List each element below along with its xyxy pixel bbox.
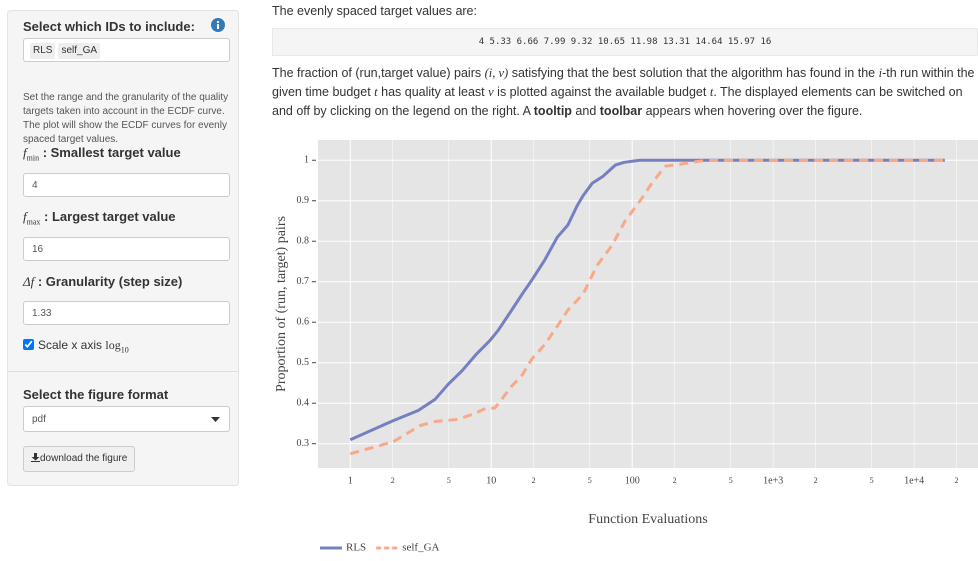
scale-checkbox[interactable]: Scale x axis log10 xyxy=(23,338,129,354)
bold-text: toolbar xyxy=(599,104,643,118)
targets-box: 4 5.33 6.66 7.99 9.32 10.65 11.98 13.31 … xyxy=(272,28,978,56)
legend-label: RLS xyxy=(346,542,366,554)
math: i xyxy=(878,66,883,80)
math: t xyxy=(374,85,378,99)
plot-background xyxy=(318,140,978,468)
series-line xyxy=(349,158,945,442)
format-value: pdf xyxy=(32,414,46,425)
legend-label: self_GA xyxy=(402,542,439,554)
x-tick-label: 1e+3 xyxy=(763,475,783,486)
legend-entry[interactable]: self_GA xyxy=(376,542,440,554)
button-label: download the figure xyxy=(40,453,128,464)
caret xyxy=(211,417,220,422)
sidebar: Select which IDs to include: RLS self_GA … xyxy=(7,10,239,486)
x-tick-label: 2 xyxy=(391,476,395,485)
x-tick-label: 5 xyxy=(588,476,592,485)
id-tag[interactable]: RLS xyxy=(30,43,56,59)
math: t xyxy=(709,85,714,99)
x-tick-label: 2 xyxy=(955,476,959,485)
symbol: f xyxy=(23,209,27,224)
x-tick-label: 5 xyxy=(870,476,874,485)
y-axis-title: Proportion of (run, target) pairs xyxy=(274,216,289,392)
label: : Largest target value xyxy=(40,209,176,224)
text: is plotted against the available budget xyxy=(493,85,710,99)
y-tick-label: 0.8 xyxy=(297,236,310,247)
text: has quality at least xyxy=(377,85,489,99)
label: : Smallest target value xyxy=(39,145,181,160)
legend-entry[interactable]: RLS xyxy=(320,542,366,554)
ids-label: Select which IDs to include: xyxy=(23,19,195,34)
bold-text: tooltip xyxy=(533,104,572,118)
chart: Function Evaluations Proportion of (run,… xyxy=(274,140,978,554)
symbol: f xyxy=(23,145,27,160)
y-tick-label: 0.4 xyxy=(297,398,310,409)
series-line xyxy=(349,158,945,456)
text: -th run within the given time budget xyxy=(272,66,975,99)
x-axis-title: Function Evaluations xyxy=(588,512,707,527)
text: . The displayed elements can be switched… xyxy=(272,85,963,118)
fmax-label: fmax : Largest target value xyxy=(23,209,176,227)
math: v xyxy=(488,85,494,99)
format-select[interactable]: pdf xyxy=(23,406,230,432)
fmin-input[interactable]: 4 xyxy=(23,173,230,197)
x-tick-label: 100 xyxy=(625,475,640,486)
y-tick-label: 0.6 xyxy=(297,317,310,328)
help-text: Set the range and the granularity of the… xyxy=(23,92,229,145)
checkbox[interactable] xyxy=(23,339,34,350)
fmin-label: fmin : Smallest target value xyxy=(23,145,181,163)
info-icon[interactable] xyxy=(211,18,225,32)
y-tick-label: 1 xyxy=(304,155,309,166)
x-tick-label: 2 xyxy=(814,476,818,485)
text: satisfying that the best solution that t… xyxy=(508,66,879,80)
text: appears when hovering over the figure. xyxy=(642,104,863,118)
step-label: Δf : Granularity (step size) xyxy=(23,274,182,290)
y-tick-label: 0.7 xyxy=(297,276,310,287)
x-tick-label: 2 xyxy=(673,476,677,485)
y-tick-label: 0.3 xyxy=(297,438,310,449)
label: : Granularity (step size) xyxy=(34,274,183,289)
text: and xyxy=(571,104,600,118)
id-tag[interactable]: self_GA xyxy=(58,43,101,59)
y-tick-label: 0.5 xyxy=(297,357,310,368)
symbol: Δf xyxy=(23,274,35,289)
y-tick-label: 0.9 xyxy=(297,195,310,206)
x-tick-label: 5 xyxy=(729,476,733,485)
description: The fraction of (run,target value) pairs… xyxy=(272,64,978,121)
step-input[interactable]: 1.33 xyxy=(23,301,230,325)
subscript: 10 xyxy=(120,345,129,355)
fmax-input[interactable]: 16 xyxy=(23,237,230,261)
text: The fraction of (run,target value) pairs xyxy=(272,66,485,80)
divider xyxy=(8,371,238,372)
x-tick-label: 1e+4 xyxy=(904,475,924,486)
format-label: Select the figure format xyxy=(23,387,169,402)
label: Scale x axis xyxy=(38,338,106,352)
x-tick-label: 10 xyxy=(486,475,496,486)
download-button[interactable]: download the figure xyxy=(23,446,136,472)
x-tick-label: 5 xyxy=(447,476,451,485)
download-icon xyxy=(31,453,40,462)
log: log xyxy=(105,338,121,352)
x-tick-label: 1 xyxy=(348,475,353,486)
ids-select[interactable]: RLS self_GA xyxy=(23,38,230,62)
subscript: max xyxy=(26,217,41,227)
math: (i, v) xyxy=(484,66,509,80)
subscript: min xyxy=(26,153,40,163)
targets-label: The evenly spaced target values are: xyxy=(272,4,477,18)
x-tick-label: 2 xyxy=(532,476,536,485)
